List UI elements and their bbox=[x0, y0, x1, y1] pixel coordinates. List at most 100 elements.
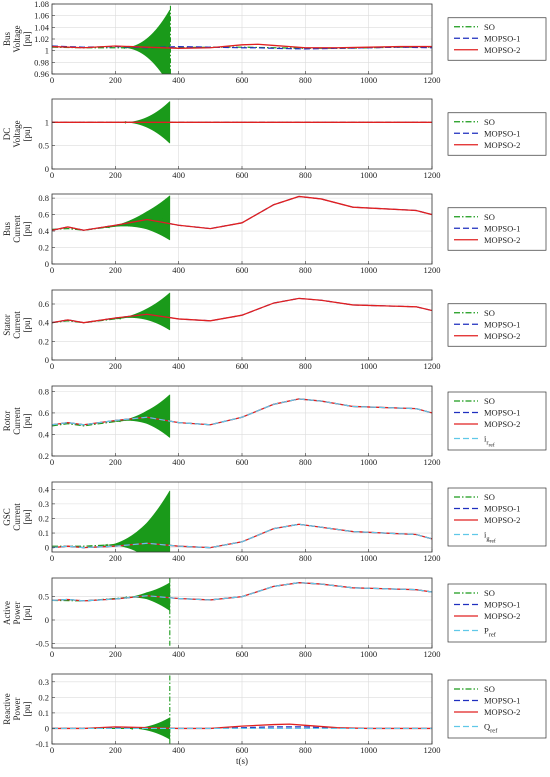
legend-label: MOPSO-2 bbox=[484, 515, 520, 525]
y-axis-label: [pu] bbox=[22, 32, 32, 47]
legend-box bbox=[447, 207, 547, 251]
xtick-label: 800 bbox=[299, 553, 312, 563]
legend-label: MOPSO-2 bbox=[484, 235, 520, 245]
chart-panel-5: 0.2 0.4 0.6 0.8 0 200 400 600 800 1000 1200 Rotor Cu… bbox=[2, 385, 547, 467]
ytick-label: 0.5 bbox=[38, 141, 49, 151]
series-group bbox=[52, 5, 432, 74]
xtick-label: 0 bbox=[50, 75, 54, 85]
xtick-label: 400 bbox=[172, 170, 185, 180]
ytick-label: 0.8 bbox=[38, 193, 49, 203]
legend-label-sub: ref bbox=[489, 632, 497, 639]
xtick-label: 1200 bbox=[424, 265, 441, 275]
xtick-label: 800 bbox=[299, 265, 312, 275]
xtick-label: 200 bbox=[109, 75, 122, 85]
xtick-label: 0 bbox=[50, 745, 54, 755]
ytick-label: 1.08 bbox=[34, 0, 49, 9]
legend-label: MOPSO-2 bbox=[484, 611, 520, 621]
xtick-label: 1000 bbox=[360, 361, 377, 371]
y-axis-label: Power bbox=[12, 698, 22, 721]
legend-label: SO bbox=[484, 308, 495, 318]
series-group bbox=[52, 195, 432, 241]
y-axis-label: [pu] bbox=[22, 414, 32, 429]
xtick-label: 1200 bbox=[424, 457, 441, 467]
ytick-label: 0.2 bbox=[38, 513, 49, 523]
ytick-label: 0 bbox=[45, 259, 49, 269]
ytick-label: 0 bbox=[45, 723, 49, 733]
xtick-label: 1200 bbox=[424, 170, 441, 180]
xtick-label: 400 bbox=[172, 75, 185, 85]
legend-label-sub: g bbox=[486, 536, 490, 543]
y-axis-label: Current bbox=[12, 215, 22, 243]
series-line-3 bbox=[52, 582, 432, 602]
y-axis-label: Current bbox=[12, 407, 22, 435]
y-axis-label: Power bbox=[12, 602, 22, 625]
xtick-label: 600 bbox=[236, 745, 249, 755]
x-axis-label: t(s) bbox=[236, 756, 248, 766]
legend-label: MOPSO-1 bbox=[484, 696, 520, 706]
ytick-label: 1.06 bbox=[34, 11, 49, 21]
legend-label-sub: ref bbox=[490, 728, 498, 735]
ytick-label: 1 bbox=[45, 46, 49, 56]
legend-label: MOPSO-1 bbox=[484, 504, 520, 514]
y-axis-label: Current bbox=[12, 503, 22, 531]
xtick-label: 600 bbox=[236, 649, 249, 659]
series-group bbox=[52, 675, 432, 744]
y-axis-label: Active bbox=[2, 601, 12, 625]
xtick-label: 1000 bbox=[360, 745, 377, 755]
ytick-label: 0.2 bbox=[38, 451, 49, 461]
so-oscillation bbox=[115, 394, 171, 438]
y-axis-label: Voltage bbox=[12, 25, 22, 52]
legend-label: MOPSO-1 bbox=[484, 33, 520, 43]
legend-label: MOPSO-2 bbox=[484, 140, 520, 150]
ytick-label: 0.96 bbox=[34, 69, 49, 79]
ytick-label: 0.2 bbox=[38, 336, 49, 346]
legend-box bbox=[447, 487, 547, 547]
ytick-label: 0 bbox=[45, 355, 49, 365]
y-axis-label: [pu] bbox=[22, 127, 32, 142]
ytick-label: 1.02 bbox=[34, 34, 49, 44]
ytick-label: 1.04 bbox=[34, 22, 50, 32]
legend-label-subsub: ref bbox=[489, 442, 495, 449]
chart-panel-1: 0.96 0.981 1.02 1.041.06 1.08 0 200 400 600 800 10… bbox=[2, 0, 547, 85]
xtick-label: 200 bbox=[109, 265, 122, 275]
xtick-label: 800 bbox=[299, 745, 312, 755]
ytick-label: -0.1 bbox=[36, 739, 49, 749]
ytick-label: 0.1 bbox=[38, 708, 49, 718]
xtick-label: 0 bbox=[50, 265, 54, 275]
so-oscillation bbox=[102, 490, 171, 552]
legend-box bbox=[447, 112, 547, 156]
xtick-label: 600 bbox=[236, 457, 249, 467]
ytick-label: 0 bbox=[45, 543, 49, 553]
ytick-label: 0.2 bbox=[38, 692, 49, 702]
ytick-label: 0.4 bbox=[38, 226, 49, 236]
xtick-label: 400 bbox=[172, 553, 185, 563]
series-group bbox=[52, 292, 432, 331]
ytick-label: 0 bbox=[45, 615, 49, 625]
series-group bbox=[52, 394, 432, 438]
legend-label: SO bbox=[484, 22, 495, 32]
xtick-label: 0 bbox=[50, 170, 54, 180]
chart-panel-2: 0 0.5 1 0 200 400 600 800 1000 1200 DC Voltage [pu] S… bbox=[2, 98, 547, 180]
legend-label: MOPSO-2 bbox=[484, 331, 520, 341]
legend-label: SO bbox=[484, 212, 495, 222]
xtick-label: 0 bbox=[50, 649, 54, 659]
series-group bbox=[52, 578, 432, 648]
y-axis-label: GSC bbox=[2, 508, 12, 526]
legend-label: MOPSO-1 bbox=[484, 319, 520, 329]
so-oscillation bbox=[115, 292, 171, 331]
xtick-label: 200 bbox=[109, 745, 122, 755]
xtick-label: 1000 bbox=[360, 265, 377, 275]
legend-box bbox=[447, 583, 547, 643]
series-line-2 bbox=[52, 195, 432, 231]
y-axis-label: Rotor bbox=[2, 411, 12, 432]
xtick-label: 400 bbox=[172, 649, 185, 659]
y-axis-label: Stator bbox=[2, 314, 12, 336]
legend-label: MOPSO-2 bbox=[484, 707, 520, 717]
y-axis-label: [pu] bbox=[22, 222, 32, 237]
legend-label: SO bbox=[484, 117, 495, 127]
ytick-label: 0.4 bbox=[38, 429, 49, 439]
xtick-label: 800 bbox=[299, 75, 312, 85]
ytick-label: 0.6 bbox=[38, 408, 49, 418]
